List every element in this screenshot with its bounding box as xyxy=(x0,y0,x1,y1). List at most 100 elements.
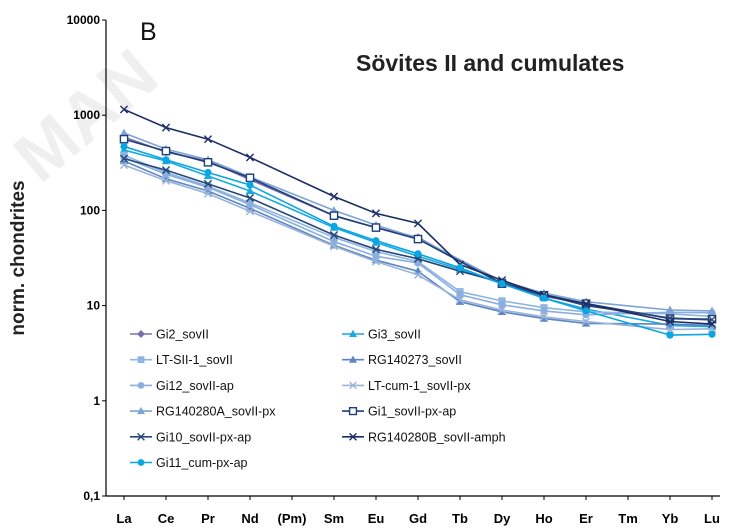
data-point xyxy=(245,186,255,195)
y-tick-label: 10000 xyxy=(67,13,101,27)
series-line xyxy=(123,132,713,312)
legend-item: Gi10_sovII-px-ap xyxy=(130,430,251,444)
data-point xyxy=(330,222,338,230)
legend-item: LT-cum-1_sovII-px xyxy=(342,379,471,393)
data-point xyxy=(245,153,255,162)
data-point xyxy=(455,297,465,305)
data-point xyxy=(581,319,591,327)
data-point xyxy=(349,381,357,390)
data-point xyxy=(455,295,465,304)
data-point xyxy=(707,319,717,329)
legend: Gi2_sovII Gi3_sovII LT-SII-1_sovII RG140273… xyxy=(130,328,506,470)
data-point xyxy=(665,325,675,334)
data-point xyxy=(245,193,255,203)
x-tick-label: Yb xyxy=(662,511,679,526)
data-point xyxy=(330,238,338,246)
data-point xyxy=(203,189,213,198)
data-point xyxy=(708,330,716,338)
x-tick-label: Er xyxy=(579,511,593,526)
legend-label: Gi2_sovII xyxy=(156,328,209,342)
data-point xyxy=(540,294,548,302)
data-point xyxy=(372,237,380,245)
data-point xyxy=(330,233,338,242)
data-point xyxy=(707,306,717,315)
data-point xyxy=(161,176,171,185)
legend-label: RG140280A_sovII-px xyxy=(156,405,276,419)
legend-label: RG140273_sovII xyxy=(368,353,462,367)
x-tick-label: (Pm) xyxy=(278,511,307,526)
x-tick-label: Eu xyxy=(368,511,385,526)
data-point xyxy=(581,317,591,326)
data-point xyxy=(413,270,423,280)
x-tick-label: Pr xyxy=(201,511,215,526)
legend-item: RG140273_sovII xyxy=(342,353,462,367)
legend-label: Gi1_sovII-px-ap xyxy=(368,405,456,419)
data-point xyxy=(137,432,145,441)
data-point xyxy=(497,307,507,316)
y-tick-label: 100 xyxy=(80,203,100,217)
data-point xyxy=(119,128,129,137)
y-ticks: 0,1 1 10 100 1000 10000 xyxy=(67,13,106,503)
data-point xyxy=(456,264,464,272)
data-point xyxy=(329,242,339,251)
data-point xyxy=(203,158,213,167)
data-point xyxy=(349,329,357,337)
series-Gi1_sovII-px-ap xyxy=(119,134,717,324)
data-point xyxy=(329,211,339,220)
data-point xyxy=(665,319,675,328)
data-point xyxy=(120,142,128,151)
data-point xyxy=(137,382,145,389)
data-point xyxy=(119,160,129,170)
legend-item: RG140280B_sovII-amph xyxy=(342,430,506,444)
x-tick-label: Gd xyxy=(409,511,427,526)
series-LT-cum-1_sovII-px xyxy=(119,160,717,334)
data-point xyxy=(371,257,381,266)
data-point xyxy=(539,312,549,322)
series-RG140280B_sovII-amph xyxy=(119,105,717,329)
legend-label: LT-cum-1_sovII-px xyxy=(368,379,471,393)
x-tick-label: Sm xyxy=(324,511,344,526)
x-tick-label: Tb xyxy=(452,511,468,526)
data-point xyxy=(372,252,380,260)
y-tick-label: 1 xyxy=(93,394,100,408)
legend-item: Gi3_sovII xyxy=(342,328,421,342)
data-point xyxy=(119,134,129,144)
x-tick-label: Dy xyxy=(494,511,511,526)
x-tick-label: Ho xyxy=(535,511,552,526)
y-tick-label: 0,1 xyxy=(83,489,100,503)
data-point xyxy=(414,250,422,258)
data-point xyxy=(666,331,674,339)
data-point xyxy=(349,355,357,363)
legend-item: LT-SII-1_sovII xyxy=(130,353,233,367)
data-point xyxy=(329,231,339,240)
data-point xyxy=(371,245,381,254)
data-point xyxy=(137,330,145,338)
data-point xyxy=(371,209,381,218)
data-point xyxy=(413,234,423,244)
legend-label: Gi12_sovII-ap xyxy=(156,379,234,393)
data-point xyxy=(582,307,590,315)
data-point xyxy=(581,299,591,308)
legend-item: RG140280A_sovII-px xyxy=(130,405,276,419)
x-ticks: La Ce Pr Nd (Pm) Sm Eu Gd Tb Dy Ho Er Tm Yb Lu xyxy=(116,496,720,526)
data-point xyxy=(119,105,129,114)
legend-label: RG140280B_sovII-amph xyxy=(368,430,506,444)
data-point xyxy=(413,219,423,228)
chart-title: Sövites II and cumulates xyxy=(356,50,624,76)
series-Gi11_cum-px-ap xyxy=(120,142,716,339)
legend-item: Gi2_sovII xyxy=(130,328,209,342)
series-Gi12_sovII-ap xyxy=(120,153,716,319)
data-point xyxy=(348,407,358,416)
data-point xyxy=(665,305,675,314)
data-point xyxy=(498,297,506,305)
data-point xyxy=(497,305,507,315)
x-tick-label: La xyxy=(116,511,132,526)
data-point xyxy=(161,123,171,132)
legend-label: Gi10_sovII-px-ap xyxy=(156,430,251,444)
data-point xyxy=(137,406,145,415)
x-tick-label: Tm xyxy=(618,511,638,526)
data-point xyxy=(540,307,548,315)
data-point xyxy=(372,247,380,256)
y-axis-label: norm. chondrites xyxy=(8,180,29,335)
